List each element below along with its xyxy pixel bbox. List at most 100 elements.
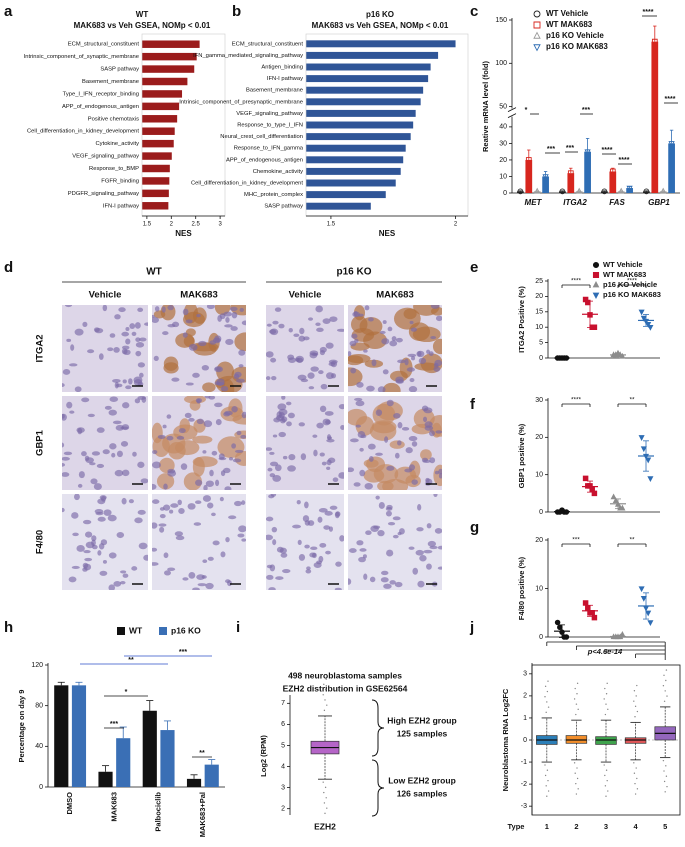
nucleus <box>176 435 185 440</box>
nucleus <box>305 569 312 574</box>
bar <box>142 152 172 160</box>
tissue <box>348 494 442 590</box>
nucleus <box>178 428 186 434</box>
category-label: Cytokine_activity <box>96 141 140 147</box>
nucleus <box>238 525 246 533</box>
outlier <box>665 765 667 767</box>
marker <box>638 586 645 593</box>
y-tick-label: 0 <box>539 509 543 516</box>
stain <box>192 457 205 477</box>
outlier <box>544 774 547 777</box>
nucleus <box>293 333 300 337</box>
nucleus <box>278 323 285 329</box>
nucleus <box>184 412 192 418</box>
outlier <box>576 693 578 695</box>
nucleus <box>137 461 145 468</box>
marker <box>563 634 570 640</box>
nucleus <box>379 330 386 334</box>
marker <box>592 271 600 279</box>
marker <box>542 174 549 181</box>
y-tick-label: 20 <box>535 293 543 300</box>
nucleus <box>387 522 396 526</box>
nucleus <box>266 534 273 541</box>
nucleus <box>63 451 73 456</box>
nucleus <box>266 574 274 580</box>
outlier <box>324 699 326 701</box>
nucleus <box>300 453 307 461</box>
nucleus <box>187 503 196 510</box>
stain <box>432 338 442 355</box>
outlier <box>663 770 665 772</box>
nucleus <box>120 570 127 574</box>
nucleus <box>135 350 142 357</box>
nucleus <box>167 468 176 474</box>
nucleus <box>180 463 188 470</box>
nucleus <box>211 450 218 456</box>
nucleus <box>202 559 208 564</box>
category-label: Intrinsic_component_of_presynaptic_membr… <box>179 99 303 105</box>
outlier <box>577 708 579 711</box>
nucleus <box>424 421 433 428</box>
nucleus <box>317 516 323 523</box>
marker <box>589 610 595 616</box>
nucleus <box>152 499 160 504</box>
nucleus <box>377 386 386 392</box>
nucleus <box>278 408 288 416</box>
nucleus <box>338 403 344 410</box>
nucleus <box>161 306 166 313</box>
legend-label: WT Vehicle <box>546 9 589 18</box>
outlier <box>575 713 577 716</box>
nucleus <box>122 345 130 350</box>
nucleus <box>182 332 188 338</box>
nucleus <box>178 508 185 515</box>
stain <box>192 435 213 444</box>
nucleus <box>72 532 79 537</box>
nucleus <box>326 466 331 471</box>
nucleus <box>166 414 172 419</box>
nucleus <box>206 305 215 310</box>
nucleus <box>304 501 309 509</box>
nucleus <box>77 483 83 488</box>
marker <box>640 596 647 602</box>
nucleus <box>159 526 165 533</box>
nucleus <box>426 523 432 529</box>
nucleus <box>312 434 318 438</box>
tissue <box>62 396 148 490</box>
nucleus <box>272 539 277 546</box>
nucleus <box>319 452 325 457</box>
nucleus <box>92 544 98 550</box>
bar <box>517 191 524 193</box>
nucleus <box>90 478 98 485</box>
nucleus <box>281 396 286 400</box>
nucleus <box>120 440 129 447</box>
bar <box>617 191 625 193</box>
stain <box>363 468 385 483</box>
nucleus <box>375 409 383 416</box>
outlier <box>662 685 665 687</box>
nucleus <box>81 397 90 403</box>
tissue <box>266 494 344 590</box>
nucleus <box>426 349 431 354</box>
nucleus <box>215 479 220 487</box>
legend-label: p16 KO MAK683 <box>603 290 661 299</box>
category-label: Cell_differentiation_in_kidney_developme… <box>191 181 303 187</box>
outlier <box>323 709 326 712</box>
stain <box>163 356 179 371</box>
nucleus <box>433 366 441 372</box>
marker <box>533 21 541 29</box>
nucleus <box>322 318 331 325</box>
nucleus <box>234 500 242 507</box>
nucleus <box>411 479 418 485</box>
nucleus <box>387 326 393 332</box>
nucleus <box>319 346 327 353</box>
marker <box>534 187 541 194</box>
nucleus <box>195 479 203 486</box>
nucleus <box>408 386 418 392</box>
nucleus <box>392 516 401 521</box>
bar <box>525 159 533 193</box>
outlier <box>662 759 665 762</box>
nucleus <box>122 573 129 578</box>
nucleus <box>163 483 168 490</box>
category-label: IFN-I pathway <box>267 76 303 82</box>
x-tick-label: 2 <box>454 222 458 228</box>
